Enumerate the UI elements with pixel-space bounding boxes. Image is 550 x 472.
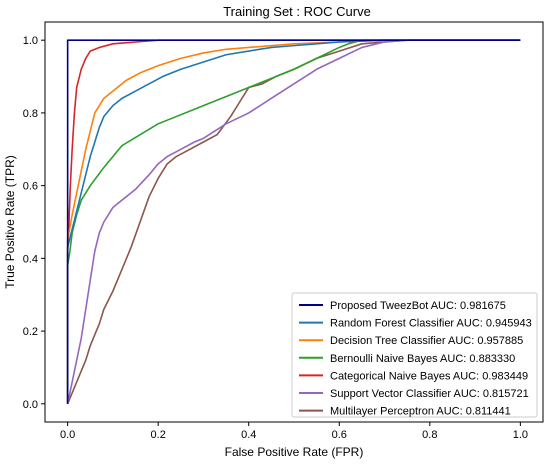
legend-label-1: Random Forest Classifier AUC: 0.945943 <box>330 318 532 330</box>
x-tick-label: 0.0 <box>60 429 75 441</box>
legend-box <box>291 292 538 418</box>
legend-label-4: Categorical Naive Bayes AUC: 0.983449 <box>330 370 528 382</box>
x-tick-label: 0.6 <box>332 429 347 441</box>
chart-title: Training Set : ROC Curve <box>223 4 371 19</box>
series-line-0 <box>66 39 521 404</box>
legend-label-5: Support Vector Classifier AUC: 0.815721 <box>330 388 529 400</box>
y-tick-label: 0.6 <box>23 181 38 193</box>
series-line-2 <box>66 39 521 404</box>
x-axis-ticks: 0.0 0.2 0.4 0.6 0.8 1.0 <box>60 422 528 441</box>
legend-label-6: Multilayer Perceptron AUC: 0.811441 <box>330 406 511 418</box>
y-tick-label: 1.0 <box>23 35 38 47</box>
series-line-1 <box>66 39 521 404</box>
legend-label-2: Decision Tree Classifier AUC: 0.957885 <box>330 335 523 347</box>
y-axis-label: True Positive Rate (TPR) <box>3 155 17 289</box>
legend-label-0: Proposed TweezBot AUC: 0.981675 <box>330 300 506 312</box>
y-tick-label: 0.8 <box>23 108 38 120</box>
series-line-3 <box>66 39 521 404</box>
x-tick-label: 1.0 <box>513 429 528 441</box>
y-tick-label: 0.0 <box>23 399 38 411</box>
y-tick-label: 0.2 <box>23 326 38 338</box>
legend-label-3: Bernoulli Naive Bayes AUC: 0.883330 <box>330 353 515 365</box>
legend-items: Proposed TweezBot AUC: 0.981675 Random Fo… <box>299 300 532 418</box>
plot-area-frame <box>44 21 544 423</box>
series-line-4 <box>66 39 521 404</box>
roc-series-lines <box>66 39 521 405</box>
y-tick-label: 0.4 <box>23 253 38 265</box>
series-line-5 <box>66 39 521 404</box>
x-tick-label: 0.4 <box>241 429 256 441</box>
y-axis-ticks: 0.0 0.2 0.4 0.6 0.8 1.0 <box>23 35 45 411</box>
legend: Proposed TweezBot AUC: 0.981675 Random Fo… <box>291 292 538 418</box>
x-tick-label: 0.2 <box>151 429 166 441</box>
x-tick-label: 0.8 <box>422 429 437 441</box>
x-axis-label: False Positive Rate (FPR) <box>225 445 364 459</box>
